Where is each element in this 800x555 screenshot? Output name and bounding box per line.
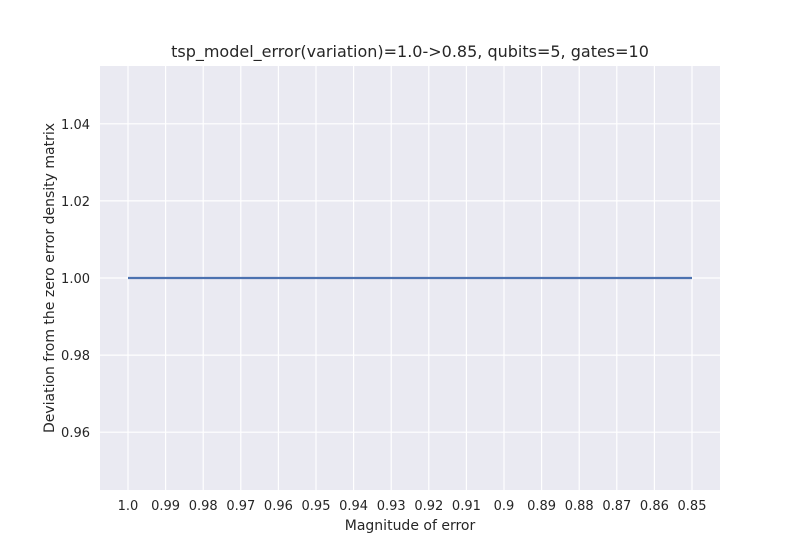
x-tick-label: 0.93 [377, 499, 406, 514]
x-axis-label: Magnitude of error [345, 518, 476, 534]
x-tick-label: 0.85 [678, 499, 707, 514]
x-tick-label: 0.88 [565, 499, 594, 514]
x-tick-label: 0.9 [494, 499, 515, 514]
y-tick-labels: 0.96 0.98 1.00 1.02 1.04 [61, 118, 90, 441]
x-tick-label: 0.91 [452, 499, 481, 514]
x-tick-label: 0.89 [527, 499, 556, 514]
x-tick-label: 0.96 [264, 499, 293, 514]
x-tick-label: 0.98 [189, 499, 218, 514]
x-tick-label: 0.99 [151, 499, 180, 514]
y-tick-label: 0.98 [61, 349, 90, 364]
y-tick-label: 1.00 [61, 272, 90, 287]
x-tick-label: 0.97 [226, 499, 255, 514]
x-tick-label: 0.95 [302, 499, 331, 514]
x-tick-label: 1.0 [118, 499, 139, 514]
x-tick-labels: 1.0 0.99 0.98 0.97 0.96 0.95 0.94 0.93 0.92 0.91 0… [118, 499, 707, 514]
y-tick-label: 1.04 [61, 118, 90, 133]
x-tick-label: 0.94 [339, 499, 368, 514]
y-tick-label: 1.02 [61, 195, 90, 210]
chart-title: tsp_model_error(variation)=1.0->0.85, qu… [171, 42, 649, 62]
x-tick-label: 0.92 [414, 499, 443, 514]
y-axis-label: Deviation from the zero error density ma… [42, 123, 58, 433]
x-tick-label: 0.87 [602, 499, 631, 514]
y-tick-label: 0.96 [61, 426, 90, 441]
x-tick-label: 0.86 [640, 499, 669, 514]
